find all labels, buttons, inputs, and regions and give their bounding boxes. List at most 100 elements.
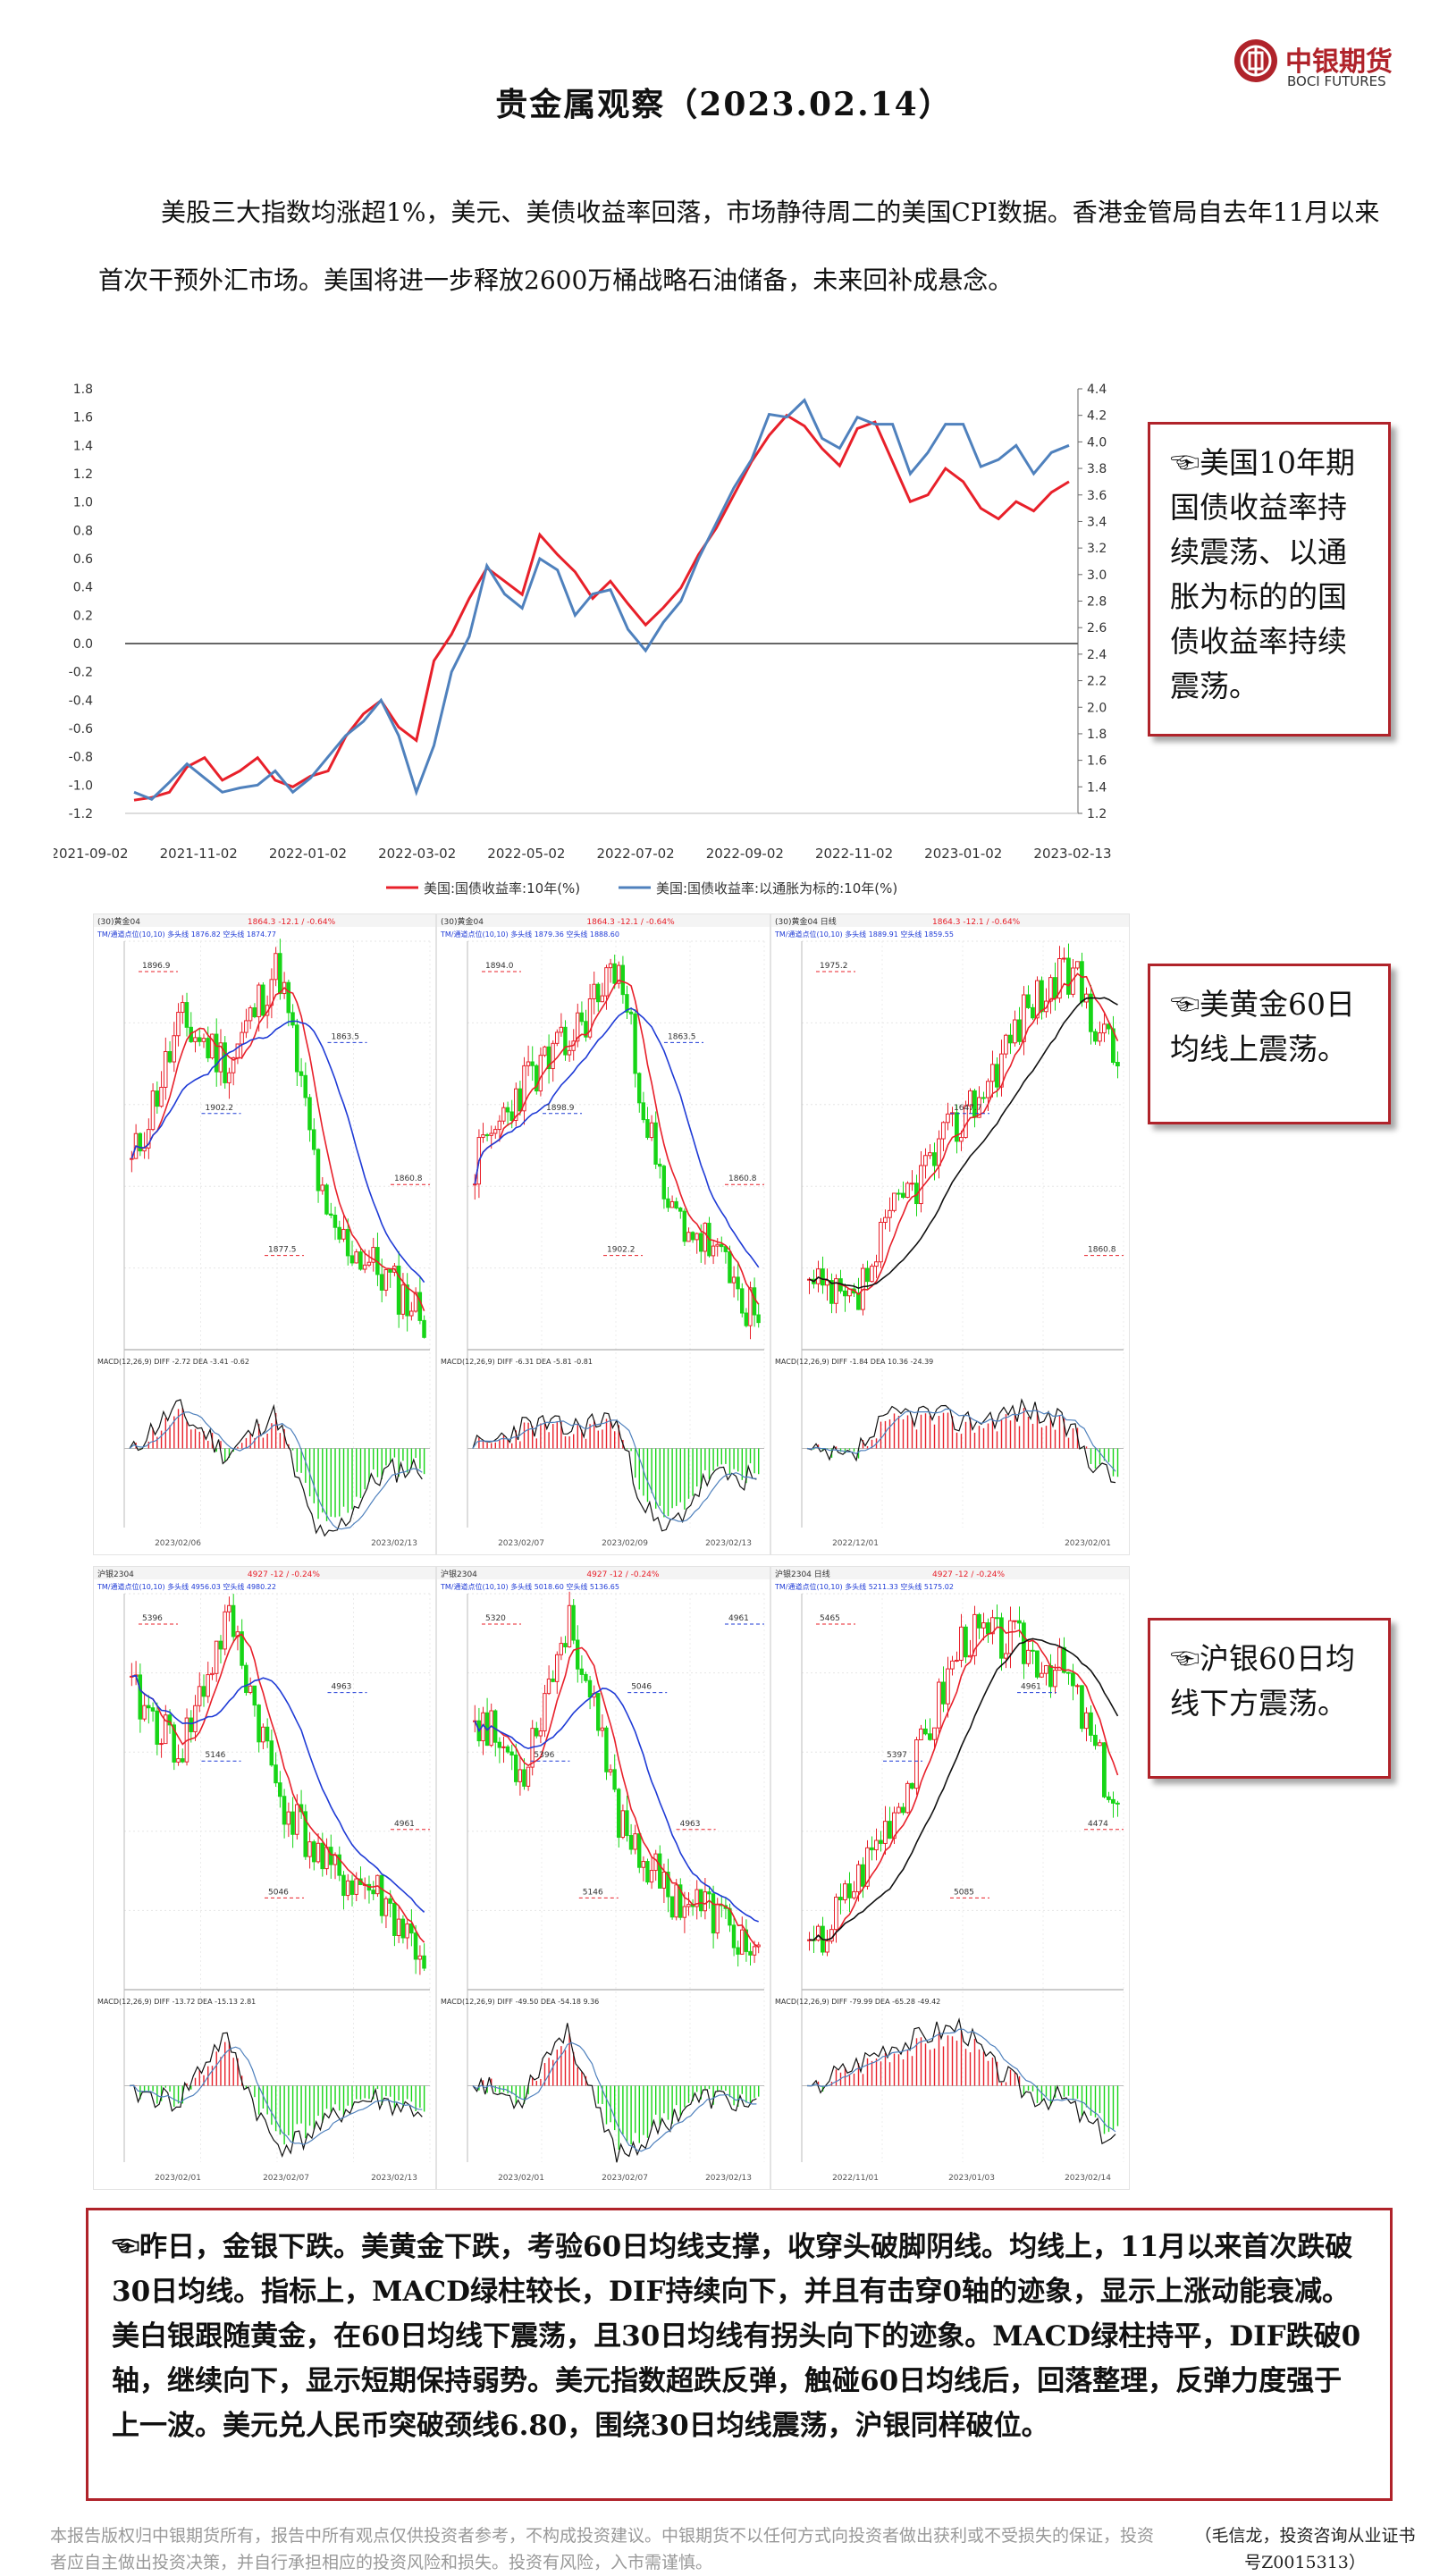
macd-label: MACD(12,26,9) DIFF -13.72 DEA -15.13 2.8… <box>97 1998 256 2006</box>
candle <box>538 1730 543 1737</box>
candle <box>303 1811 307 1857</box>
left-tick-label: -1.0 <box>69 779 93 793</box>
price-label: 5397 <box>887 1751 907 1760</box>
candle <box>625 1810 629 1837</box>
candle <box>206 1674 210 1697</box>
candle <box>1080 961 1084 1003</box>
left-tick-label: -0.8 <box>69 751 93 765</box>
moving-average-line <box>809 997 1118 1290</box>
candle <box>505 1746 510 1753</box>
candle <box>600 1727 605 1731</box>
candle <box>484 1134 490 1137</box>
right-tick-label: 3.6 <box>1087 489 1107 503</box>
price-label: 1877.5 <box>268 1246 297 1255</box>
panel-symbol-label: 沪银2304 日线 <box>775 1569 830 1579</box>
candle <box>1048 977 1053 1002</box>
candle <box>752 1946 757 1956</box>
candle <box>571 1604 576 1641</box>
left-tick-label: 0.0 <box>73 637 93 652</box>
candle <box>645 1119 650 1139</box>
candle <box>130 1158 134 1160</box>
macd-label: MACD(12,26,9) DIFF -1.84 DEA 10.36 -24.3… <box>775 1358 933 1366</box>
candle <box>218 1640 223 1650</box>
candle <box>493 1710 498 1743</box>
candle <box>682 1906 687 1918</box>
candle <box>163 1050 168 1088</box>
panel-price-info: 4927 -12 / -0.24% <box>248 1570 321 1579</box>
candle <box>501 1107 506 1122</box>
candle <box>567 1604 572 1648</box>
candle <box>320 1184 324 1191</box>
moving-average-line <box>130 986 425 1312</box>
right-tick-label: 3.0 <box>1087 568 1107 583</box>
candle <box>324 1184 329 1215</box>
date-label: 2023/02/13 <box>705 2174 752 2183</box>
candle <box>505 1107 510 1113</box>
right-tick-label: 1.6 <box>1087 754 1107 769</box>
candle <box>294 1804 299 1835</box>
candle <box>576 1012 580 1042</box>
logo-text-en: BOCI FUTURES <box>1287 73 1386 89</box>
price-label: 4474 <box>1088 1820 1108 1829</box>
candle <box>563 1643 568 1648</box>
candle <box>244 1020 248 1033</box>
right-tick-label: 2.6 <box>1087 621 1107 636</box>
moving-average-line <box>474 1646 760 1949</box>
candle <box>879 1839 883 1844</box>
candle <box>514 1088 518 1122</box>
moving-average-line <box>131 1674 425 1913</box>
candle <box>715 1243 720 1247</box>
dea-line <box>472 1419 757 1522</box>
series-line-real-yield <box>133 398 1070 801</box>
candle <box>551 1678 555 1682</box>
price-label: 1863.5 <box>668 1032 696 1041</box>
candle <box>955 1659 959 1662</box>
candle <box>150 1090 156 1131</box>
candle <box>417 1955 423 1960</box>
candle <box>968 1090 972 1107</box>
candle <box>379 1274 384 1291</box>
candle <box>567 1049 572 1056</box>
candle <box>736 1947 740 1955</box>
candle <box>167 1714 173 1726</box>
price-label: 5146 <box>206 1751 226 1760</box>
candle <box>337 1854 341 1876</box>
panel-ma-label: TM/通道点位(10,10) 多头线 1876.82 空头线 1874.77 <box>97 930 276 939</box>
candle <box>231 1056 236 1073</box>
disclaimer-text: 本报告版权归中银期货所有，报告中所有观点仅供投资者参考，不构成投资建议。中银期货… <box>50 2526 1155 2572</box>
panel-symbol-label: (30)黄金04 <box>441 916 484 927</box>
candle <box>354 1251 358 1264</box>
candle <box>518 1769 522 1782</box>
candle <box>274 953 278 981</box>
candle <box>1035 980 1040 1019</box>
candle <box>559 1026 564 1033</box>
candle <box>375 1874 380 1895</box>
candle <box>1062 1646 1066 1673</box>
candle <box>514 1755 518 1782</box>
candle <box>546 1046 551 1070</box>
candle <box>341 1874 346 1897</box>
macd-label: MACD(12,26,9) DIFF -6.31 DEA -5.81 -0.81 <box>441 1358 593 1366</box>
candle <box>269 1740 274 1766</box>
candle <box>1026 1649 1031 1664</box>
candle <box>522 1065 526 1112</box>
left-tick-label: -0.6 <box>69 722 93 737</box>
candle <box>167 1050 173 1063</box>
candle <box>829 1280 834 1304</box>
left-tick-label: -0.2 <box>69 666 93 680</box>
candle <box>937 1138 941 1166</box>
candle <box>497 1741 501 1748</box>
price-label: 1860.8 <box>728 1174 757 1183</box>
candle <box>349 1255 355 1264</box>
candle <box>756 1314 761 1324</box>
dea-line <box>472 2041 757 2152</box>
candle <box>699 1889 703 1912</box>
candle <box>1017 1620 1022 1624</box>
date-label: 2023/01/03 <box>948 2174 995 2183</box>
candle <box>155 1090 160 1107</box>
candle <box>661 1872 667 1889</box>
x-axis-ticks: 2021-09-02 2021-11-02 2022-01-02 2022-03-02… <box>54 846 1112 862</box>
candle <box>641 1102 646 1121</box>
candle <box>620 964 626 996</box>
candle <box>932 1152 937 1166</box>
